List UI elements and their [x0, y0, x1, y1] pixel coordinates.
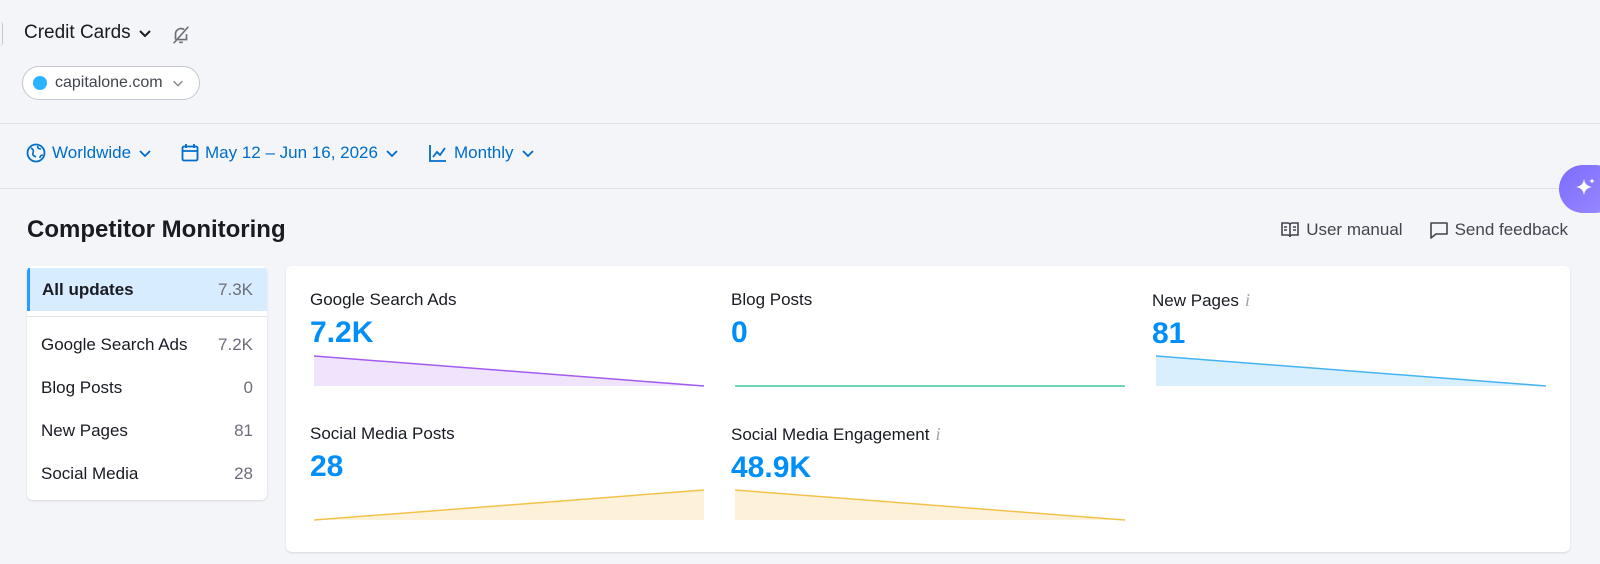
sidebar-item-blog-posts[interactable]: Blog Posts 0: [27, 366, 267, 409]
page-title: Competitor Monitoring: [27, 216, 286, 243]
metric-card-blog-posts[interactable]: Blog Posts 0: [731, 290, 1131, 410]
metric-card-new-pages[interactable]: New Pages i 81: [1152, 290, 1552, 410]
date-range-label: May 12 – Jun 16, 2026: [205, 143, 378, 162]
metrics-panel: Google Search Ads 7.2K Blog Posts 0 New …: [286, 266, 1570, 552]
info-icon[interactable]: i: [935, 424, 941, 444]
sidebar-divider: [27, 316, 267, 317]
sidebar-item-label: Google Search Ads: [41, 334, 188, 354]
sidebar-item-count: 7.3K: [218, 279, 253, 299]
metric-value: 28: [310, 450, 344, 483]
metric-title: Google Search Ads: [310, 290, 457, 309]
metric-value: 81: [1152, 317, 1186, 350]
metric-card-google-search-ads[interactable]: Google Search Ads 7.2K: [310, 290, 710, 410]
sidebar-item-new-pages[interactable]: New Pages 81: [27, 409, 267, 452]
sparkline-line: [735, 489, 1125, 521]
sparkline: [735, 385, 1125, 387]
domain-color-dot: [33, 76, 47, 90]
updates-sidebar: All updates 7.3K Google Search Ads 7.2K …: [27, 266, 267, 500]
line-chart-icon: [429, 145, 446, 162]
project-selector[interactable]: Credit Cards: [24, 22, 153, 44]
sidebar-item-label: New Pages: [41, 420, 128, 440]
sparkline: [314, 489, 704, 521]
region-filter[interactable]: Worldwide: [26, 143, 153, 163]
sidebar-item-social-media[interactable]: Social Media 28: [27, 452, 267, 495]
metric-card-social-media-engagement[interactable]: Social Media Engagement i 48.9K: [731, 424, 1131, 544]
metric-card-social-media-posts[interactable]: Social Media Posts 28: [310, 424, 710, 544]
filter-bar: Worldwide May 12 – Jun 16, 2026 Monthly: [0, 125, 1600, 189]
sparkline-line: [314, 489, 704, 521]
comment-icon: [1429, 222, 1448, 239]
sparkline: [1156, 355, 1546, 387]
chevron-down-icon: [172, 80, 183, 87]
sparkle-icon: [1576, 178, 1595, 195]
region-label: Worldwide: [52, 143, 132, 162]
user-manual-label: User manual: [1306, 220, 1403, 239]
chevron-down-icon: [386, 150, 398, 158]
metric-title: Social Media Engagement: [731, 424, 930, 444]
calendar-icon: [181, 144, 199, 162]
sidebar-item-count: 28: [234, 463, 253, 483]
sparkline-line: [314, 355, 704, 387]
date-range-filter[interactable]: May 12 – Jun 16, 2026: [181, 143, 400, 163]
send-feedback-label: Send feedback: [1454, 220, 1568, 239]
book-icon: [1281, 222, 1300, 238]
granularity-filter[interactable]: Monthly: [428, 143, 536, 163]
sidebar-item-label: All updates: [42, 279, 134, 299]
chevron-down-icon: [139, 150, 151, 158]
bell-off-icon[interactable]: [170, 24, 192, 46]
project-name: Credit Cards: [24, 22, 131, 43]
collapsed-panel-tab[interactable]: [0, 22, 3, 46]
metric-title: Blog Posts: [731, 290, 813, 309]
sparkline: [735, 489, 1125, 521]
user-manual-link[interactable]: User manual: [1280, 220, 1403, 240]
info-icon[interactable]: i: [1244, 290, 1250, 310]
top-bar: Credit Cards capitalone.com: [0, 0, 1600, 124]
domain-name: capitalone.com: [55, 74, 163, 91]
sidebar-item-label: Blog Posts: [41, 377, 123, 397]
sparkline: [314, 355, 704, 387]
metric-value: 48.9K: [731, 451, 812, 484]
metric-title: Social Media Posts: [310, 424, 455, 443]
chevron-down-icon: [521, 150, 534, 158]
header-links: User manual Send feedback: [1280, 220, 1568, 240]
metric-value: 7.2K: [310, 316, 374, 349]
globe-icon: [26, 143, 46, 163]
sidebar-item-label: Social Media: [41, 463, 139, 483]
metric-title: New Pages: [1152, 290, 1239, 310]
chevron-down-icon: [138, 30, 151, 38]
sidebar-item-count: 7.2K: [218, 334, 253, 354]
sparkline-line: [1156, 355, 1546, 387]
domain-selector[interactable]: capitalone.com: [22, 66, 200, 100]
metric-value: 0: [731, 316, 748, 349]
sidebar-item-count: 81: [234, 420, 253, 440]
send-feedback-link[interactable]: Send feedback: [1429, 220, 1568, 240]
granularity-label: Monthly: [454, 143, 514, 162]
sidebar-item-count: 0: [243, 377, 253, 397]
sidebar-item-all-updates[interactable]: All updates 7.3K: [27, 268, 267, 311]
ai-assistant-button[interactable]: [1559, 165, 1600, 213]
sidebar-item-google-search-ads[interactable]: Google Search Ads 7.2K: [27, 323, 267, 366]
